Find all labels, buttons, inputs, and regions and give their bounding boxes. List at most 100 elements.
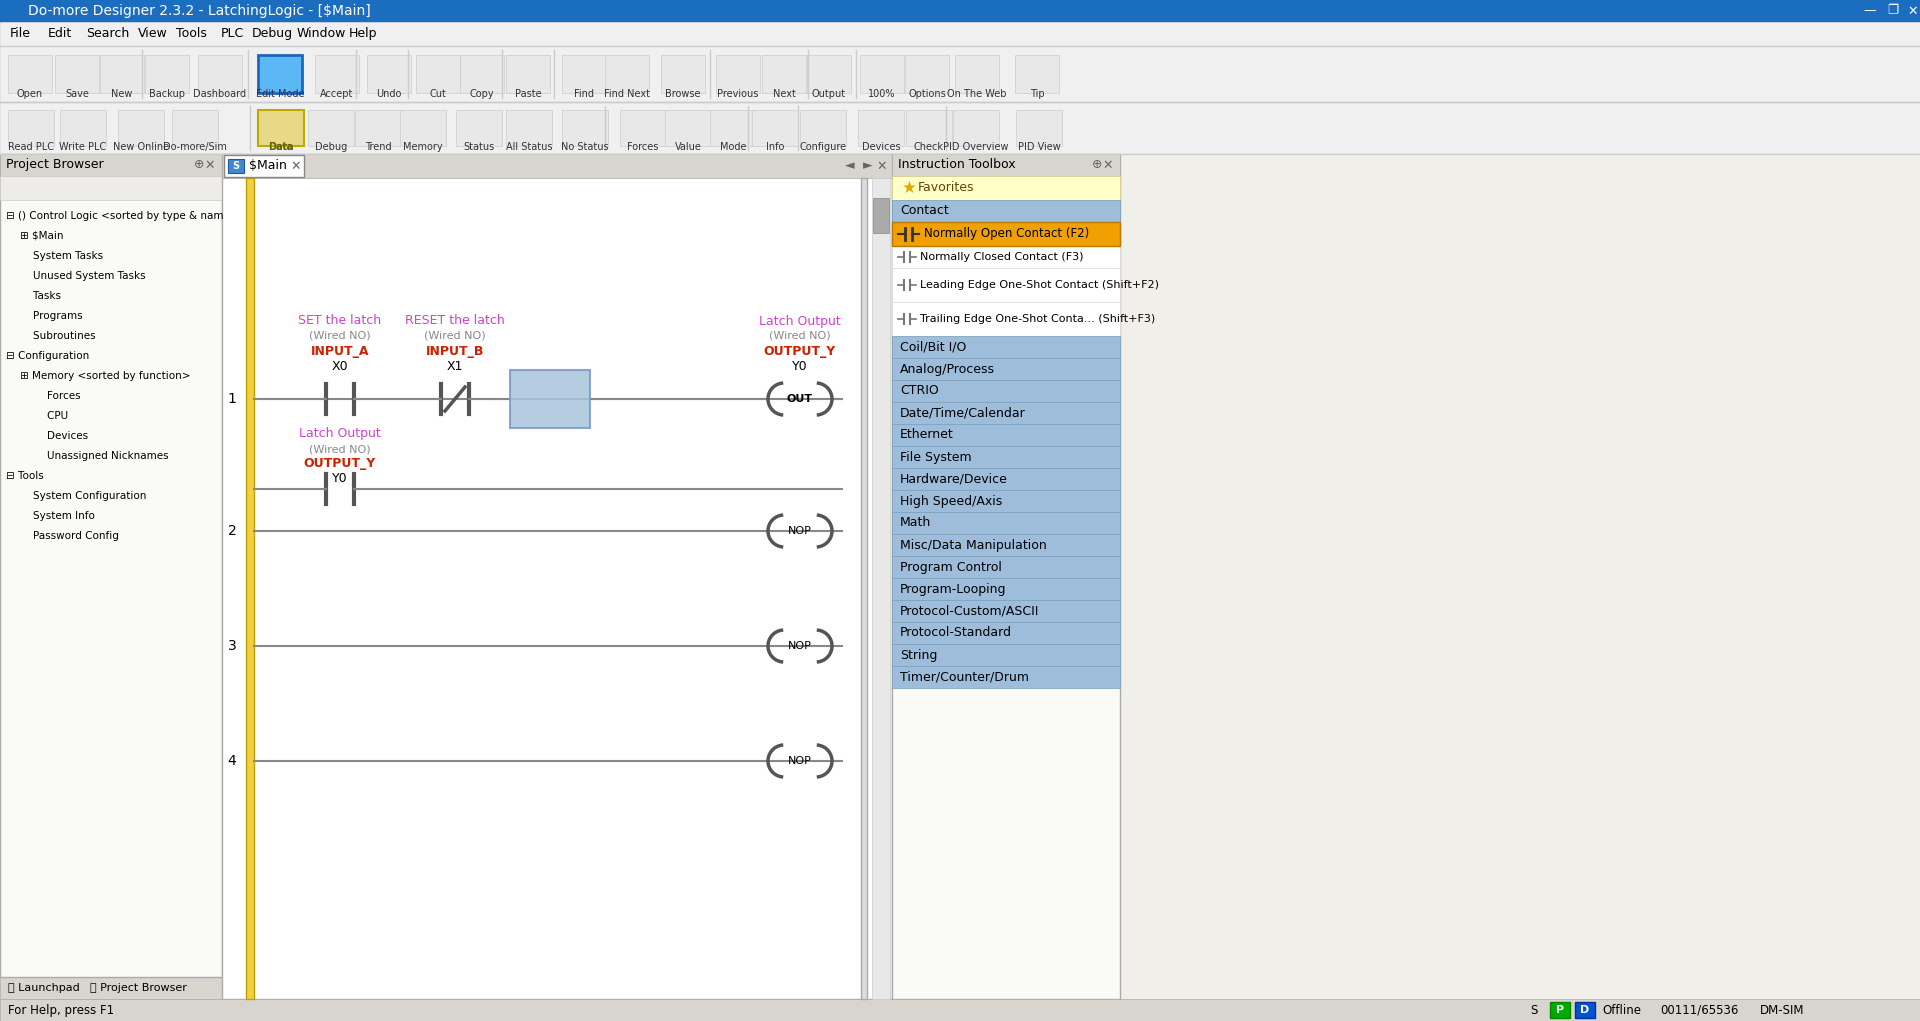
- Bar: [0, 0, 1920, 22]
- Text: Paste: Paste: [515, 89, 541, 99]
- Bar: [620, 110, 666, 146]
- Bar: [563, 55, 607, 93]
- Bar: [257, 110, 303, 146]
- Bar: [893, 358, 1119, 380]
- Text: Favorites: Favorites: [918, 182, 975, 194]
- Text: INPUT_A: INPUT_A: [311, 345, 369, 358]
- Text: (Wired NO): (Wired NO): [424, 331, 486, 341]
- Text: File System: File System: [900, 450, 972, 464]
- Text: Tasks: Tasks: [19, 291, 61, 301]
- Text: Trailing Edge One-Shot Conta... (Shift+F3): Trailing Edge One-Shot Conta... (Shift+F…: [920, 314, 1156, 324]
- Bar: [858, 110, 904, 146]
- Bar: [893, 176, 1119, 200]
- Text: ◄: ◄: [845, 159, 854, 173]
- Text: New: New: [111, 89, 132, 99]
- Bar: [0, 154, 223, 977]
- Text: String: String: [900, 648, 937, 662]
- Text: System Tasks: System Tasks: [19, 251, 104, 261]
- Bar: [753, 110, 799, 146]
- Text: Value: Value: [674, 142, 701, 152]
- Text: (Wired NO): (Wired NO): [309, 331, 371, 341]
- Text: Trend: Trend: [365, 142, 392, 152]
- Text: 1: 1: [228, 392, 236, 406]
- Text: 📁 Project Browser: 📁 Project Browser: [90, 983, 186, 993]
- Bar: [1574, 1002, 1596, 1018]
- Bar: [605, 55, 649, 93]
- Text: 2: 2: [228, 524, 236, 538]
- Text: Next: Next: [772, 89, 795, 99]
- Text: Coil/Bit I/O: Coil/Bit I/O: [900, 340, 966, 353]
- Text: D: D: [1580, 1005, 1590, 1015]
- Bar: [860, 178, 868, 999]
- Text: —: —: [1864, 4, 1876, 17]
- Text: Hardware/Device: Hardware/Device: [900, 473, 1008, 486]
- Bar: [716, 55, 760, 93]
- Text: (Wired NO): (Wired NO): [770, 331, 831, 341]
- Bar: [0, 999, 1920, 1021]
- Text: Debug: Debug: [315, 142, 348, 152]
- Bar: [507, 110, 553, 146]
- Text: ⊞ Memory <sorted by function>: ⊞ Memory <sorted by function>: [19, 371, 190, 381]
- Bar: [801, 110, 847, 146]
- Bar: [56, 55, 100, 93]
- Text: Do-more Designer 2.3.2 - LatchingLogic - [$Main]: Do-more Designer 2.3.2 - LatchingLogic -…: [29, 4, 371, 18]
- Text: All Status: All Status: [505, 142, 553, 152]
- Bar: [461, 55, 503, 93]
- Text: Instruction Toolbox: Instruction Toolbox: [899, 158, 1016, 172]
- Text: Protocol-Standard: Protocol-Standard: [900, 627, 1012, 639]
- Text: Devices: Devices: [862, 142, 900, 152]
- Text: RESET the latch: RESET the latch: [405, 314, 505, 328]
- Bar: [664, 110, 710, 146]
- Bar: [0, 154, 223, 176]
- Text: On The Web: On The Web: [947, 89, 1006, 99]
- Bar: [893, 246, 1119, 268]
- Text: Ethernet: Ethernet: [900, 429, 954, 441]
- Text: Find: Find: [574, 89, 593, 99]
- Text: Data: Data: [269, 142, 294, 152]
- Text: Latch Output: Latch Output: [300, 428, 380, 440]
- Text: No Status: No Status: [561, 142, 609, 152]
- Bar: [457, 110, 501, 146]
- Bar: [893, 556, 1119, 578]
- Bar: [257, 55, 301, 93]
- Text: New Online: New Online: [113, 142, 169, 152]
- Text: Project Browser: Project Browser: [6, 158, 104, 172]
- Bar: [893, 268, 1119, 302]
- Text: Contact: Contact: [900, 204, 948, 217]
- Text: Configure: Configure: [799, 142, 847, 152]
- Text: ✕: ✕: [205, 158, 215, 172]
- Bar: [173, 110, 219, 146]
- Bar: [367, 55, 411, 93]
- Text: 4: 4: [228, 753, 236, 768]
- Text: INPUT_B: INPUT_B: [426, 345, 484, 358]
- Bar: [225, 155, 303, 177]
- Text: Password Config: Password Config: [19, 531, 119, 541]
- Text: System Info: System Info: [19, 510, 94, 521]
- Bar: [257, 110, 303, 146]
- Bar: [893, 402, 1119, 424]
- Bar: [893, 666, 1119, 688]
- Text: ❐: ❐: [1887, 4, 1899, 17]
- Text: Subroutines: Subroutines: [19, 331, 96, 341]
- Text: Cut: Cut: [430, 89, 447, 99]
- Bar: [60, 110, 106, 146]
- Bar: [315, 55, 359, 93]
- Text: Y0: Y0: [793, 359, 808, 373]
- Bar: [904, 55, 948, 93]
- Text: Unassigned Nicknames: Unassigned Nicknames: [35, 451, 169, 461]
- Text: PLC: PLC: [221, 28, 244, 41]
- Text: Tools: Tools: [177, 28, 207, 41]
- Bar: [893, 600, 1119, 622]
- Bar: [146, 55, 188, 93]
- Bar: [893, 336, 1119, 358]
- Bar: [860, 55, 904, 93]
- Text: 00111/65536: 00111/65536: [1661, 1004, 1738, 1017]
- Text: Copy: Copy: [470, 89, 493, 99]
- Text: Window: Window: [298, 28, 346, 41]
- Bar: [806, 55, 851, 93]
- Text: Date/Time/Calendar: Date/Time/Calendar: [900, 406, 1025, 420]
- Text: Program Control: Program Control: [900, 561, 1002, 574]
- Text: Open: Open: [17, 89, 42, 99]
- Text: Check: Check: [914, 142, 945, 152]
- Text: Unused System Tasks: Unused System Tasks: [19, 271, 146, 281]
